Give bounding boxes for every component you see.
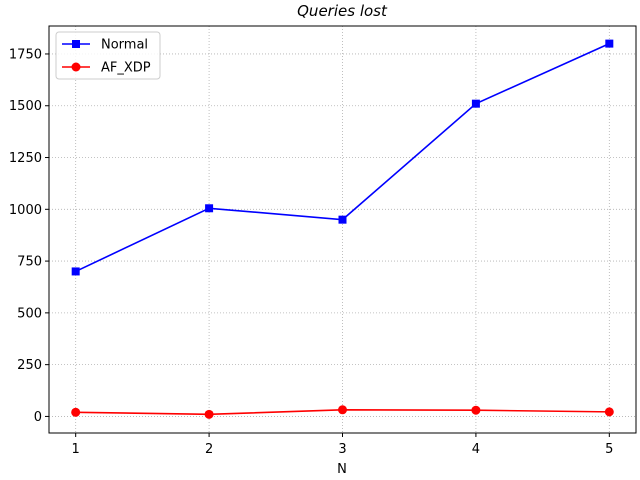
legend-label-normal: Normal [101, 38, 148, 53]
data-point-normal [471, 99, 480, 108]
legend-label-af-xdp: AF_XDP [101, 61, 151, 76]
grid-lines [49, 26, 636, 433]
y-tick-label: 1000 [9, 203, 42, 218]
data-point-af-xdp [204, 409, 214, 419]
data-point-normal [605, 39, 614, 48]
data-point-normal [338, 215, 347, 224]
x-tick-label: 4 [472, 442, 480, 457]
x-tick-label: 1 [72, 442, 80, 457]
legend-marker-normal [72, 40, 80, 48]
x-axis-label: N [337, 462, 347, 477]
legend-marker-af-xdp [71, 62, 81, 72]
chart-title: Queries lost [297, 2, 388, 20]
series-group [71, 39, 614, 419]
x-tick-label: 3 [338, 442, 346, 457]
data-point-af-xdp [71, 407, 81, 417]
y-tick-label: 1250 [9, 151, 42, 166]
data-point-normal [205, 204, 214, 213]
x-tick-label: 5 [605, 442, 613, 457]
data-point-af-xdp [338, 405, 347, 415]
y-axis-ticks: 0 250 500 750 1000 1250 1500 1750 [9, 47, 49, 425]
y-tick-label: 1500 [9, 99, 42, 114]
x-tick-label: 2 [205, 442, 213, 457]
y-tick-label: 250 [17, 358, 42, 373]
data-point-af-xdp [604, 407, 614, 417]
y-tick-label: 0 [34, 410, 42, 425]
data-point-normal [71, 267, 80, 276]
legend: Normal AF_XDP [55, 31, 161, 80]
y-tick-label: 1750 [9, 47, 42, 62]
data-point-af-xdp [471, 405, 481, 415]
x-axis-ticks: 1 2 3 4 5 [72, 433, 613, 457]
y-tick-label: 750 [17, 255, 42, 270]
y-tick-label: 500 [17, 306, 42, 321]
